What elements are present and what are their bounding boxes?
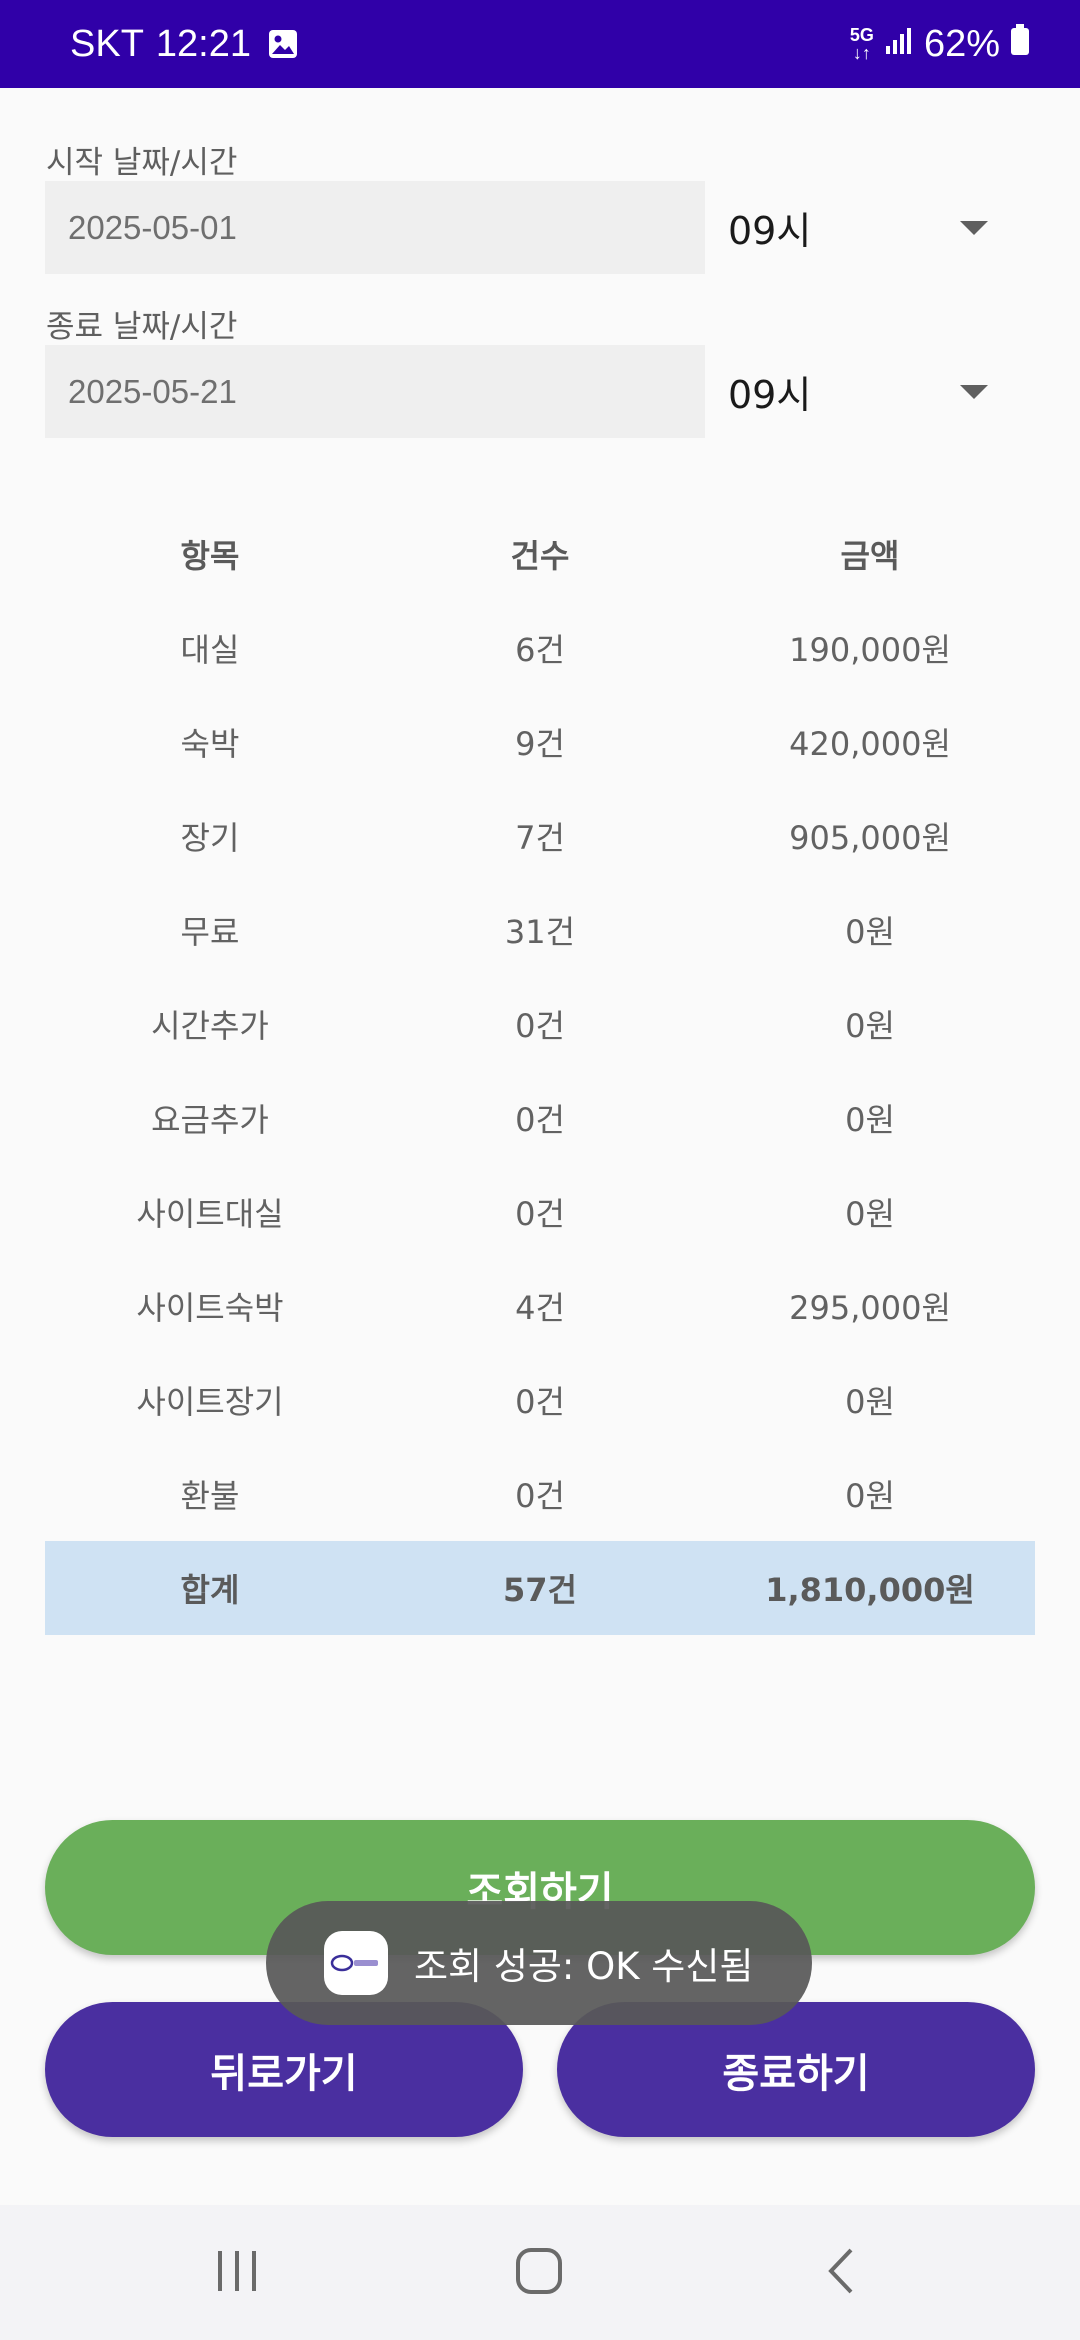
count-cell: 31건 [504, 913, 576, 951]
count-cell: 0건 [515, 1477, 565, 1515]
home-icon [515, 2247, 563, 2299]
count-cell: 7건 [515, 819, 565, 857]
table-row: 환불 0건 0원 [45, 1447, 1035, 1541]
item-cell: 요금추가 [151, 1101, 269, 1139]
end-date-input[interactable]: 2025-05-21 [45, 345, 705, 438]
table-row: 무료 31건 0원 [45, 883, 1035, 977]
item-cell: 사이트장기 [136, 1383, 284, 1421]
item-cell: 환불 [180, 1477, 240, 1515]
start-hour-select[interactable]: 09시 [728, 181, 998, 274]
toast-text: 조회 성공: OK 수신됨 [414, 1945, 754, 1988]
count-cell: 0건 [515, 1007, 565, 1045]
item-cell: 시간추가 [151, 1007, 269, 1045]
count-cell: 0건 [515, 1195, 565, 1233]
item-cell: 사이트대실 [136, 1195, 284, 1233]
count-cell: 4건 [515, 1289, 565, 1327]
amount-cell: 190,000원 [789, 631, 951, 669]
amount-cell: 0원 [845, 1383, 895, 1421]
dropdown-arrow-icon [960, 221, 988, 235]
amount-cell: 0원 [845, 1195, 895, 1233]
status-left: SKT 12:21 [70, 0, 299, 88]
total-amount: 1,810,000원 [765, 1571, 975, 1609]
item-cell: 장기 [180, 819, 240, 857]
battery-percent: 62% [923, 22, 1000, 65]
home-button[interactable] [479, 2205, 599, 2340]
status-bar: SKT 12:21 5G ↓↑ 62% [0, 0, 1080, 88]
header-amount: 금액 [840, 537, 900, 575]
total-row: 합계 57건 1,810,000원 [45, 1541, 1035, 1635]
count-cell: 9건 [515, 725, 565, 763]
recent-apps-button[interactable] [177, 2205, 297, 2340]
amount-cell: 0원 [845, 1477, 895, 1515]
start-hour-value: 09시 [728, 209, 812, 253]
table-row: 요금추가 0건 0원 [45, 1071, 1035, 1165]
amount-cell: 420,000원 [789, 725, 951, 763]
table-row: 숙박 9건 420,000원 [45, 695, 1035, 789]
toast-message: 조회 성공: OK 수신됨 [266, 1901, 812, 2025]
header-item: 항목 [180, 537, 240, 575]
data-arrows-icon: ↓↑ [852, 43, 871, 63]
amount-cell: 905,000원 [789, 819, 951, 857]
item-cell: 숙박 [180, 725, 240, 763]
back-nav-button[interactable] [781, 2205, 901, 2340]
gallery-notification-icon [267, 28, 299, 60]
table-row: 사이트장기 0건 0원 [45, 1353, 1035, 1447]
system-nav-bar [0, 2205, 1080, 2340]
table-row: 시간추가 0건 0원 [45, 977, 1035, 1071]
table-row: 사이트숙박 4건 295,000원 [45, 1259, 1035, 1353]
table-header: 항목 건수 금액 [45, 507, 1035, 601]
app-logo-icon [324, 1931, 388, 1995]
table-row: 대실 6건 190,000원 [45, 601, 1035, 695]
summary-table: 항목 건수 금액 대실 6건 190,000원 숙박 9건 420,000원 장… [45, 507, 1035, 1635]
total-label: 합계 [180, 1571, 240, 1609]
dropdown-arrow-icon [960, 385, 988, 399]
count-cell: 6건 [515, 631, 565, 669]
end-hour-value: 09시 [728, 373, 812, 417]
header-count: 건수 [510, 537, 570, 575]
network-label: 5G [849, 25, 874, 45]
clock: 12:21 [155, 22, 251, 65]
carrier-label: SKT [70, 22, 144, 65]
end-hour-select[interactable]: 09시 [728, 345, 998, 438]
start-datetime-label: 시작 날짜/시간 [46, 145, 238, 181]
signal-icon [884, 23, 914, 66]
item-cell: 무료 [180, 913, 240, 951]
item-cell: 대실 [180, 631, 240, 669]
amount-cell: 0원 [845, 1007, 895, 1045]
battery-icon [1010, 23, 1030, 66]
amount-cell: 0원 [845, 913, 895, 951]
status-right: 5G ↓↑ 62% [840, 0, 1030, 88]
item-cell: 사이트숙박 [136, 1289, 284, 1327]
amount-cell: 295,000원 [789, 1289, 951, 1327]
table-row: 장기 7건 905,000원 [45, 789, 1035, 883]
network-5g-icon: 5G ↓↑ [850, 26, 874, 62]
amount-cell: 0원 [845, 1101, 895, 1139]
table-row: 사이트대실 0건 0원 [45, 1165, 1035, 1259]
count-cell: 0건 [515, 1101, 565, 1139]
end-datetime-label: 종료 날짜/시간 [46, 309, 238, 345]
count-cell: 0건 [515, 1383, 565, 1421]
total-count: 57건 [503, 1571, 577, 1609]
start-date-input[interactable]: 2025-05-01 [45, 181, 705, 274]
back-chevron-icon [825, 2246, 857, 2300]
recent-apps-icon [214, 2249, 260, 2297]
